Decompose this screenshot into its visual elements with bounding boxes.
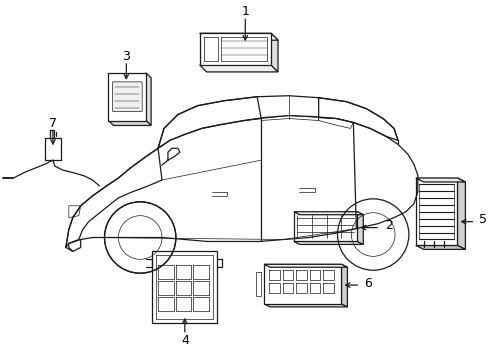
Text: 7: 7 [49, 117, 57, 130]
Polygon shape [415, 178, 457, 246]
Polygon shape [270, 33, 278, 72]
Polygon shape [341, 264, 346, 307]
Polygon shape [415, 178, 465, 182]
Text: 4: 4 [181, 334, 188, 347]
Polygon shape [293, 212, 363, 215]
Polygon shape [199, 65, 278, 72]
Polygon shape [199, 33, 270, 65]
Text: 6: 6 [364, 276, 371, 289]
Polygon shape [293, 212, 357, 242]
Text: 2: 2 [385, 219, 392, 232]
Polygon shape [415, 246, 465, 249]
Polygon shape [108, 121, 151, 126]
Polygon shape [264, 264, 341, 304]
Polygon shape [357, 212, 363, 244]
Polygon shape [264, 304, 346, 307]
Polygon shape [264, 264, 346, 267]
Polygon shape [146, 73, 151, 126]
Polygon shape [199, 33, 278, 40]
Text: 3: 3 [122, 50, 130, 63]
Polygon shape [457, 178, 465, 249]
Polygon shape [108, 73, 146, 121]
Text: 5: 5 [478, 213, 486, 226]
Text: 1: 1 [241, 5, 249, 18]
Polygon shape [293, 242, 363, 244]
FancyBboxPatch shape [112, 82, 142, 112]
